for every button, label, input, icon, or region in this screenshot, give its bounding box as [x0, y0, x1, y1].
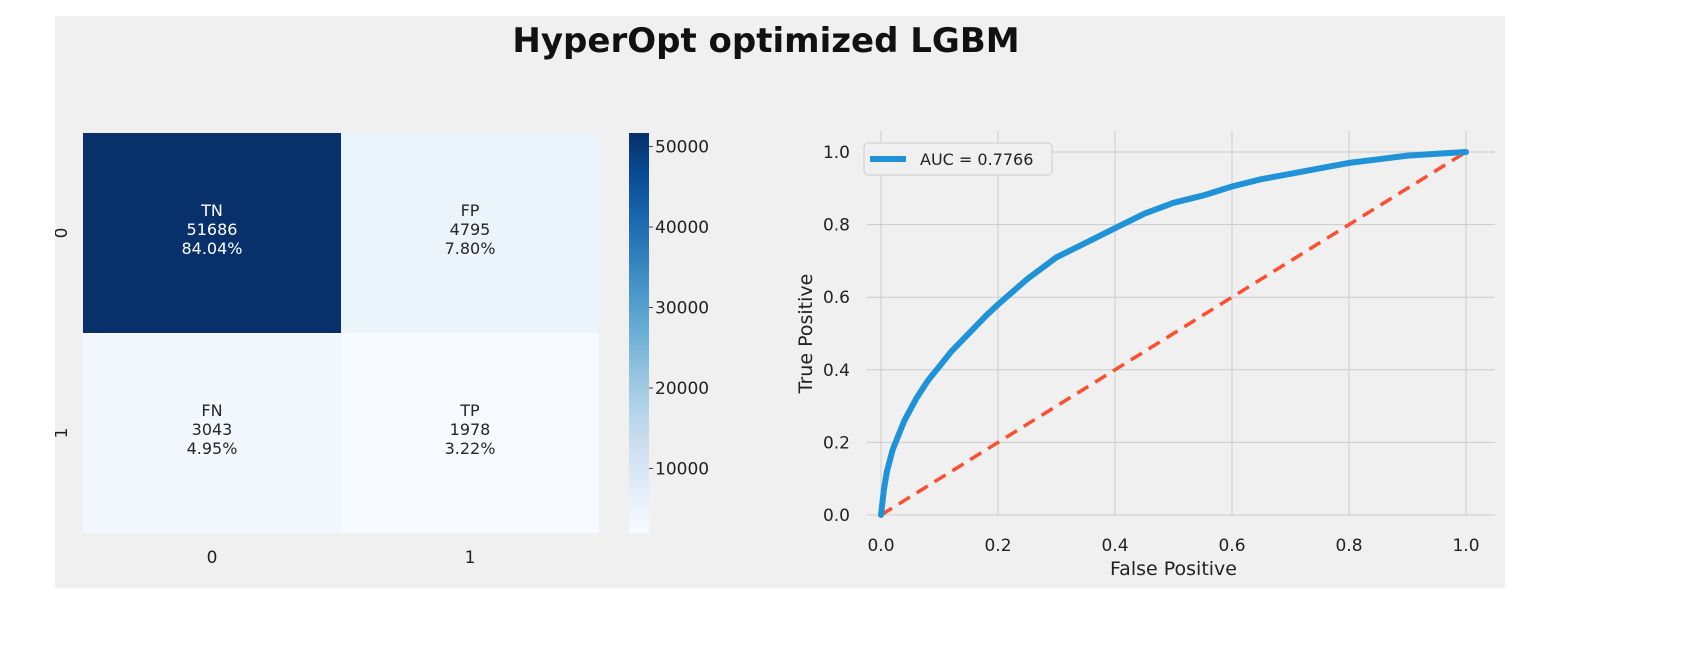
y-axis-label: True Positive [795, 274, 817, 395]
heatmap-cell-fn [83, 333, 341, 533]
colorbar-gradient [629, 133, 649, 533]
colorbar-tick-label: 30000 [655, 299, 709, 319]
cell-name-label: TN [200, 201, 223, 220]
cell-name-label: TP [459, 401, 480, 420]
x-axis-label: False Positive [1110, 558, 1237, 580]
diagonal-reference-line [880, 150, 1467, 517]
figure-title: HyperOpt optimized LGBM [512, 21, 1019, 61]
x-tick-label: 0.8 [1335, 536, 1362, 556]
heatmap-xtick-label: 0 [207, 548, 218, 568]
legend: AUC = 0.7766 [863, 142, 1053, 176]
cell-count-label: 4795 [450, 220, 491, 239]
y-tick-label: 0.4 [823, 361, 850, 381]
x-tick-label: 1.0 [1452, 536, 1479, 556]
y-tick-label: 0.0 [823, 506, 850, 526]
y-tick-label: 1.0 [823, 143, 850, 163]
cell-count-label: 51686 [187, 220, 238, 239]
x-tick-label: 0.6 [1218, 536, 1245, 556]
heatmap-xtick-label: 1 [465, 548, 476, 568]
y-tick-label: 0.8 [823, 216, 850, 236]
heatmap-ytick-label: 0 [55, 228, 72, 239]
legend-box [863, 142, 1053, 176]
cell-percent-label: 4.95% [187, 439, 238, 458]
x-tick-label: 0.0 [867, 536, 894, 556]
roc-curve-line [878, 149, 1469, 518]
cell-percent-label: 3.22% [445, 439, 496, 458]
cell-count-label: 1978 [450, 420, 491, 439]
roc-curve-plot: 0.0 0.2 0.4 0.6 0.8 1.0 0.0 0.2 0.4 0.6 0.8 1.0 Fals… [795, 131, 1495, 580]
y-tick-label: 0.2 [823, 433, 850, 453]
x-tick-label: 0.4 [1101, 536, 1128, 556]
heatmap-cell-tn [83, 133, 341, 333]
figure-svg: HyperOpt optimized LGBM TN5168684.04%FP4… [55, 21, 1495, 580]
cell-percent-label: 7.80% [445, 239, 496, 258]
colorbar: 10000 20000 30000 40000 50000 [629, 133, 709, 533]
figure: HyperOpt optimized LGBM TN 51686 84.04% FP 4… [55, 16, 1505, 588]
y-tick-label: 0.6 [823, 288, 850, 308]
x-tick-label: 0.2 [984, 536, 1011, 556]
legend-label: AUC = 0.7766 [920, 150, 1033, 169]
heatmap-cell-fp [341, 133, 599, 333]
colorbar-tick-label: 50000 [655, 138, 709, 158]
cell-name-label: FP [461, 201, 480, 220]
heatmap-cell-tp [341, 333, 599, 533]
cell-name-label: FN [201, 401, 222, 420]
colorbar-tick-label: 40000 [655, 218, 709, 238]
heatmap-ytick-label: 1 [55, 428, 72, 439]
cell-percent-label: 84.04% [181, 239, 242, 258]
colorbar-tick-label: 20000 [655, 379, 709, 399]
colorbar-tick-label: 10000 [655, 459, 709, 479]
cell-count-label: 3043 [192, 420, 233, 439]
